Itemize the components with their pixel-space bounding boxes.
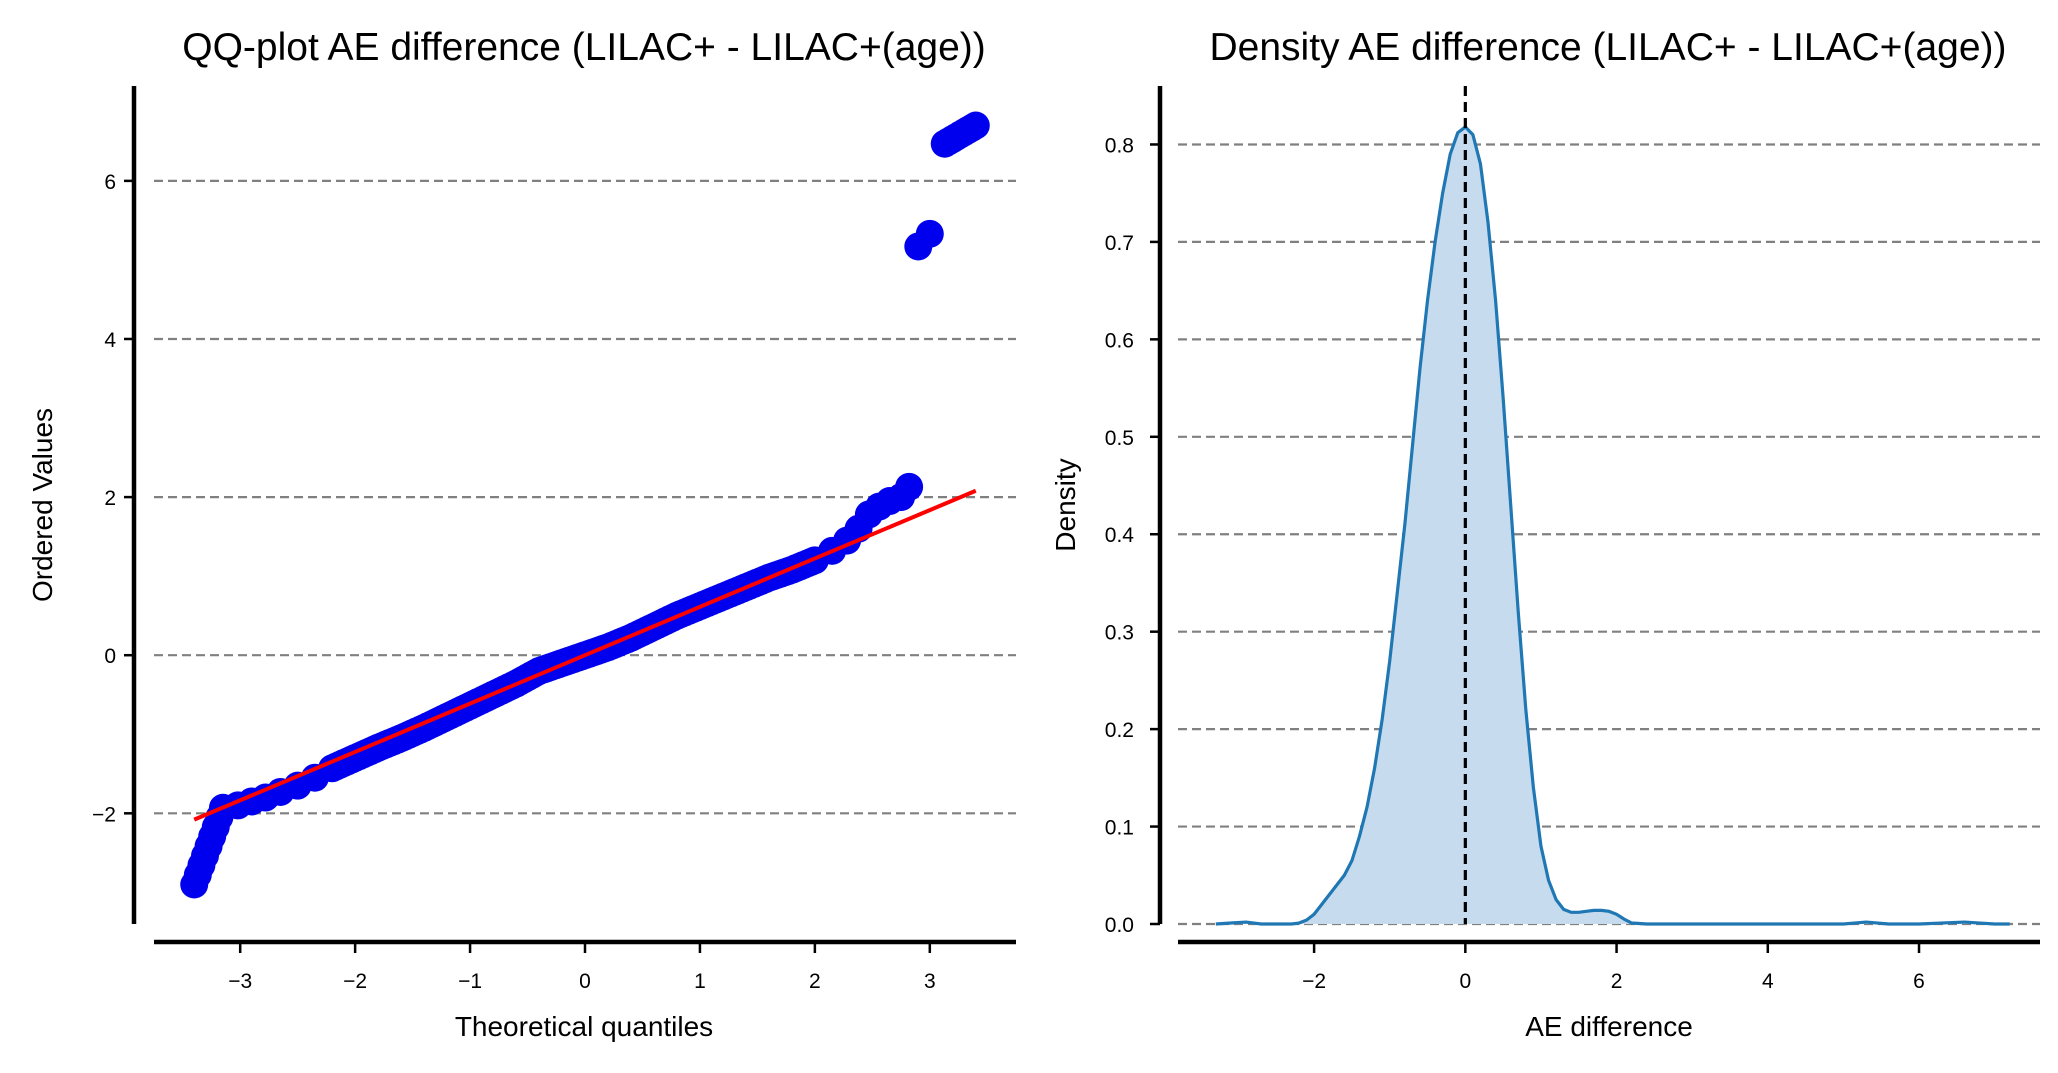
density-plot-panel: Density AE difference (LILAC+ - LILAC+(a… <box>1050 26 2040 1042</box>
density-y-axis-label: Density <box>1050 458 1081 551</box>
density-y-tick-label: 0.7 <box>1105 232 1134 255</box>
density-x-tick-label: −2 <box>1302 970 1326 993</box>
density-y-tick-label: 0.2 <box>1105 719 1134 742</box>
qq-plot-panel: QQ-plot AE difference (LILAC+ - LILAC+(a… <box>27 26 1016 1042</box>
density-gridlines <box>1178 143 2040 926</box>
density-ticks: 0.0 0.1 0.2 0.3 0.4 0.5 0.6 0.7 0.8 −2 0 2 4 6 <box>1105 134 1925 993</box>
qq-x-axis-label: Theoretical quantiles <box>455 1011 713 1042</box>
qq-x-tick-label: 3 <box>924 970 936 993</box>
density-y-tick-label: 0.5 <box>1105 427 1134 450</box>
qq-point <box>961 111 990 140</box>
qq-x-tick-label: 1 <box>694 970 706 993</box>
density-y-tick-label: 0.8 <box>1105 134 1134 157</box>
qq-points <box>180 111 990 899</box>
qq-x-tick-label: −3 <box>228 970 252 993</box>
qq-ticks: −2 0 2 4 6 −3 −2 −1 0 1 2 3 <box>92 171 936 993</box>
qq-point <box>915 219 944 248</box>
density-x-tick-label: 2 <box>1611 970 1623 993</box>
qq-plot-title: QQ-plot AE difference (LILAC+ - LILAC+(a… <box>182 26 986 69</box>
density-x-axis-label: AE difference <box>1525 1011 1693 1042</box>
density-curve <box>1215 124 2010 926</box>
qq-y-tick-label: 0 <box>104 645 116 668</box>
qq-x-tick-label: 0 <box>579 970 591 993</box>
density-y-tick-label: 0.1 <box>1105 817 1134 840</box>
density-y-tick-label: 0.6 <box>1105 329 1134 352</box>
qq-y-tick-label: −2 <box>92 803 116 826</box>
density-y-tick-label: 0.4 <box>1105 524 1135 547</box>
qq-y-axis-label: Ordered Values <box>27 408 58 602</box>
qq-x-tick-label: −1 <box>458 970 482 993</box>
density-y-tick-label: 0.3 <box>1105 622 1134 645</box>
density-plot-title: Density AE difference (LILAC+ - LILAC+(a… <box>1209 26 2006 69</box>
qq-y-tick-label: 2 <box>104 487 116 510</box>
qq-x-tick-label: 2 <box>809 970 821 993</box>
qq-point <box>895 472 924 501</box>
density-y-tick-label: 0.0 <box>1105 914 1134 937</box>
density-x-tick-label: 6 <box>1913 970 1925 993</box>
density-x-tick-label: 4 <box>1762 970 1774 993</box>
qq-x-tick-label: −2 <box>343 970 367 993</box>
qq-y-tick-label: 6 <box>104 171 116 194</box>
density-x-tick-label: 0 <box>1459 970 1471 993</box>
qq-y-tick-label: 4 <box>104 329 116 352</box>
qq-fit-line <box>193 488 977 822</box>
density-area-fill <box>1215 126 2010 924</box>
